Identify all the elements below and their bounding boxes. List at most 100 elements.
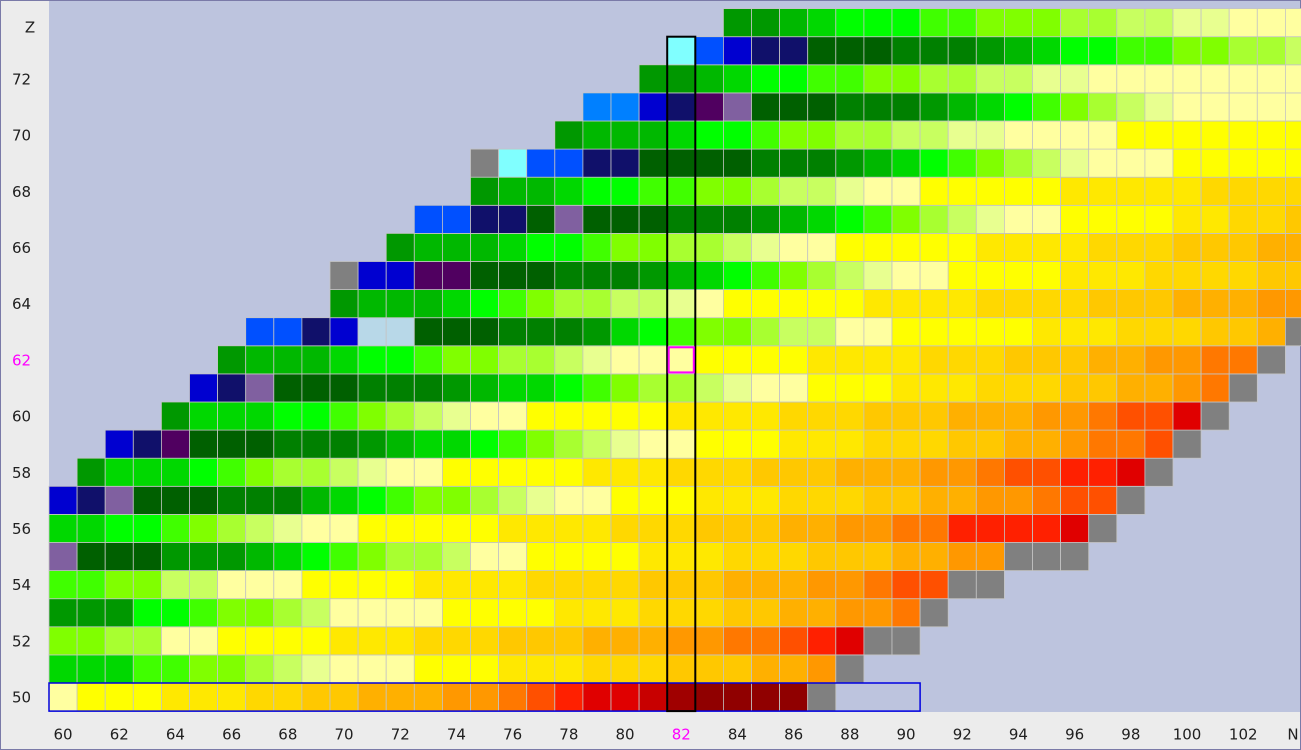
nuclide-cell bbox=[160, 570, 190, 600]
nuclide-cell bbox=[723, 8, 752, 38]
nuclide-cell bbox=[582, 598, 612, 628]
nuclide-cell bbox=[385, 682, 415, 712]
nuclide-cell bbox=[1032, 542, 1062, 572]
x-tick-label: 98 bbox=[1121, 726, 1140, 744]
nuclide-cell bbox=[132, 429, 162, 459]
x-tick-label: 62 bbox=[110, 726, 129, 744]
nuclide-cell bbox=[104, 542, 134, 572]
nuclide-cell bbox=[1285, 64, 1301, 94]
nuclide-cell bbox=[891, 204, 921, 234]
nuclide-cell bbox=[1144, 92, 1174, 122]
x-tick-label: 76 bbox=[503, 726, 522, 744]
nuclide-cell bbox=[779, 204, 809, 234]
nuclide-cell bbox=[638, 401, 668, 431]
nuclide-cell bbox=[1144, 401, 1174, 431]
nuclide-cell bbox=[329, 429, 359, 459]
x-tick-label: 68 bbox=[278, 726, 297, 744]
nuclide-cell bbox=[723, 542, 752, 572]
nuclide-cell bbox=[835, 120, 865, 150]
nuclide-cell bbox=[441, 570, 471, 600]
nuclide-cell bbox=[104, 598, 134, 628]
nuclide-cell bbox=[385, 570, 415, 600]
nuclide-cell bbox=[554, 148, 584, 178]
nuclide-cell bbox=[1032, 64, 1062, 94]
nuclide-cell bbox=[301, 542, 331, 572]
nuclide-cell bbox=[1032, 176, 1062, 206]
nuclide-cell bbox=[357, 485, 387, 515]
nuclide-cell bbox=[1088, 36, 1118, 66]
nuclide-cell bbox=[413, 429, 443, 459]
nuclide-cell bbox=[975, 457, 1005, 487]
nuclide-cell bbox=[1088, 345, 1118, 375]
nuclide-cell bbox=[413, 204, 443, 234]
nuclide-cell bbox=[329, 485, 359, 515]
nuclide-cell bbox=[470, 570, 500, 600]
y-tick-label: 52 bbox=[12, 632, 31, 650]
nuclide-cell bbox=[470, 289, 500, 319]
nuclide-cell bbox=[1116, 92, 1146, 122]
nuclide-cell bbox=[610, 626, 640, 656]
nuclide-cell bbox=[441, 261, 471, 291]
nuclide-cell bbox=[863, 176, 893, 206]
nuclide-cell bbox=[723, 64, 752, 94]
nuclide-cell bbox=[1004, 176, 1033, 206]
nuclide-cell bbox=[217, 401, 247, 431]
nuclide-cell bbox=[751, 232, 781, 262]
nuclide-cell bbox=[1256, 232, 1286, 262]
nuclide-cell bbox=[638, 429, 668, 459]
nuclide-cell bbox=[975, 429, 1005, 459]
x-tick-label: 60 bbox=[54, 726, 73, 744]
nuclide-cell bbox=[526, 345, 556, 375]
nuclide-cell bbox=[947, 429, 977, 459]
y-tick-label: 64 bbox=[12, 295, 31, 313]
nuclide-cell bbox=[891, 570, 921, 600]
nuclide-cell bbox=[1116, 148, 1146, 178]
nuclide-cell bbox=[385, 457, 415, 487]
nuclide-cell bbox=[947, 8, 977, 38]
nuclide-cell bbox=[1285, 120, 1301, 150]
nuclide-cell bbox=[723, 176, 752, 206]
nuclide-cell bbox=[807, 485, 837, 515]
nuclide-cell bbox=[498, 261, 528, 291]
nuclide-cell bbox=[413, 542, 443, 572]
nuclide-cell bbox=[1144, 176, 1174, 206]
nuclide-cell bbox=[441, 373, 471, 403]
nuclide-cell bbox=[1116, 457, 1146, 487]
nuclide-cell bbox=[723, 626, 752, 656]
nuclide-cell bbox=[666, 570, 696, 600]
nuclide-cell bbox=[189, 654, 219, 684]
nuclide-cell bbox=[189, 514, 219, 543]
nuclide-cell bbox=[779, 654, 809, 684]
nuclide-cell bbox=[919, 373, 949, 403]
nuclide-cell bbox=[1200, 8, 1230, 38]
nuclide-cell bbox=[694, 345, 724, 375]
nuclide-cell bbox=[441, 401, 471, 431]
nuclide-cell bbox=[947, 148, 977, 178]
nuclide-cell bbox=[1088, 92, 1118, 122]
nuclide-cell bbox=[751, 8, 781, 38]
nuclide-cell bbox=[273, 373, 303, 403]
nuclide-cell bbox=[1060, 148, 1090, 178]
nuclide-cell bbox=[947, 64, 977, 94]
nuclide-cell bbox=[1200, 36, 1230, 66]
nuclide-cell bbox=[723, 120, 752, 150]
nuclide-cell bbox=[751, 457, 781, 487]
nuclide-cell bbox=[582, 626, 612, 656]
nuclide-cell bbox=[751, 429, 781, 459]
nuclide-cell bbox=[751, 176, 781, 206]
nuclide-cell bbox=[470, 542, 500, 572]
nuclide-cell bbox=[1172, 345, 1202, 375]
nuclide-cell bbox=[1285, 92, 1301, 122]
nuclide-cell bbox=[104, 654, 134, 684]
nuclide-cell bbox=[526, 204, 556, 234]
nuclide-cell bbox=[1228, 232, 1258, 262]
nuclide-cell bbox=[891, 176, 921, 206]
nuclide-cell bbox=[1032, 429, 1062, 459]
nuclide-cell bbox=[694, 570, 724, 600]
nuclide-cell bbox=[751, 570, 781, 600]
nuclide-cell bbox=[413, 598, 443, 628]
nuclide-cell bbox=[132, 542, 162, 572]
row-highlight bbox=[48, 682, 921, 712]
nuclide-cell bbox=[835, 204, 865, 234]
nuclide-cell bbox=[891, 36, 921, 66]
